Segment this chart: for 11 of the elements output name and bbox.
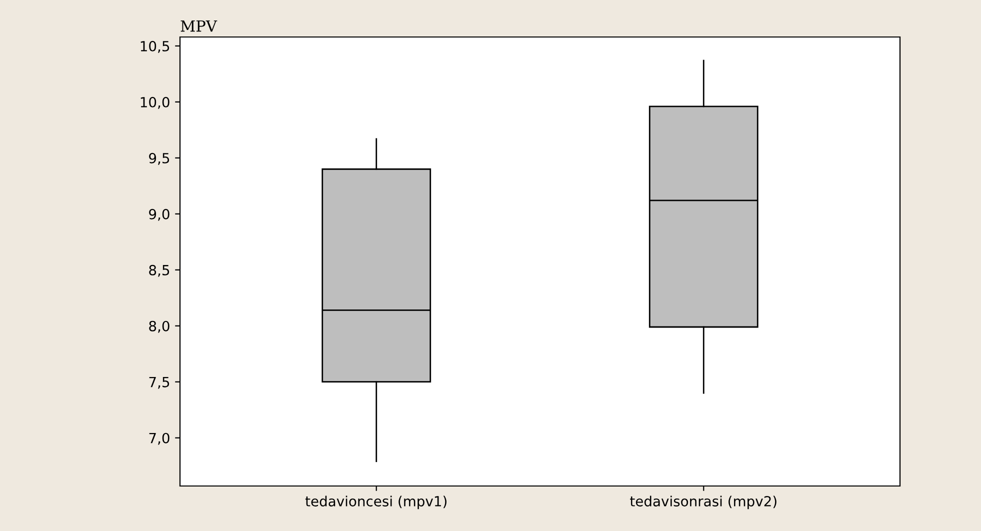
x-tick-label: tedavisonrasi (mpv2) <box>630 496 776 510</box>
y-tick-label: 10,5 <box>140 40 170 53</box>
y-tick-label: 8,5 <box>149 264 170 277</box>
y-tick-label: 9,0 <box>149 208 170 221</box>
y-tick-label: 9,5 <box>149 152 170 165</box>
y-tick-label: 7,0 <box>149 432 170 445</box>
y-tick-label: 7,5 <box>149 377 170 389</box>
y-tick-label: 10,0 <box>140 96 170 109</box>
y-tick-label: 8,0 <box>149 320 170 333</box>
x-tick-label: tedavioncesi (mpv1) <box>305 496 446 510</box>
y-axis-title: MPV <box>180 20 218 32</box>
